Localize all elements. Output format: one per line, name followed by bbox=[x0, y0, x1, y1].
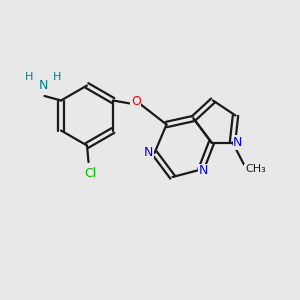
Text: N: N bbox=[199, 164, 208, 178]
Text: Cl: Cl bbox=[84, 167, 96, 180]
Text: N: N bbox=[233, 136, 243, 149]
Text: O: O bbox=[131, 95, 141, 109]
Text: CH₃: CH₃ bbox=[245, 164, 266, 175]
Text: H: H bbox=[25, 72, 33, 82]
Text: N: N bbox=[144, 146, 153, 160]
Text: H: H bbox=[53, 72, 61, 82]
Text: N: N bbox=[38, 79, 48, 92]
